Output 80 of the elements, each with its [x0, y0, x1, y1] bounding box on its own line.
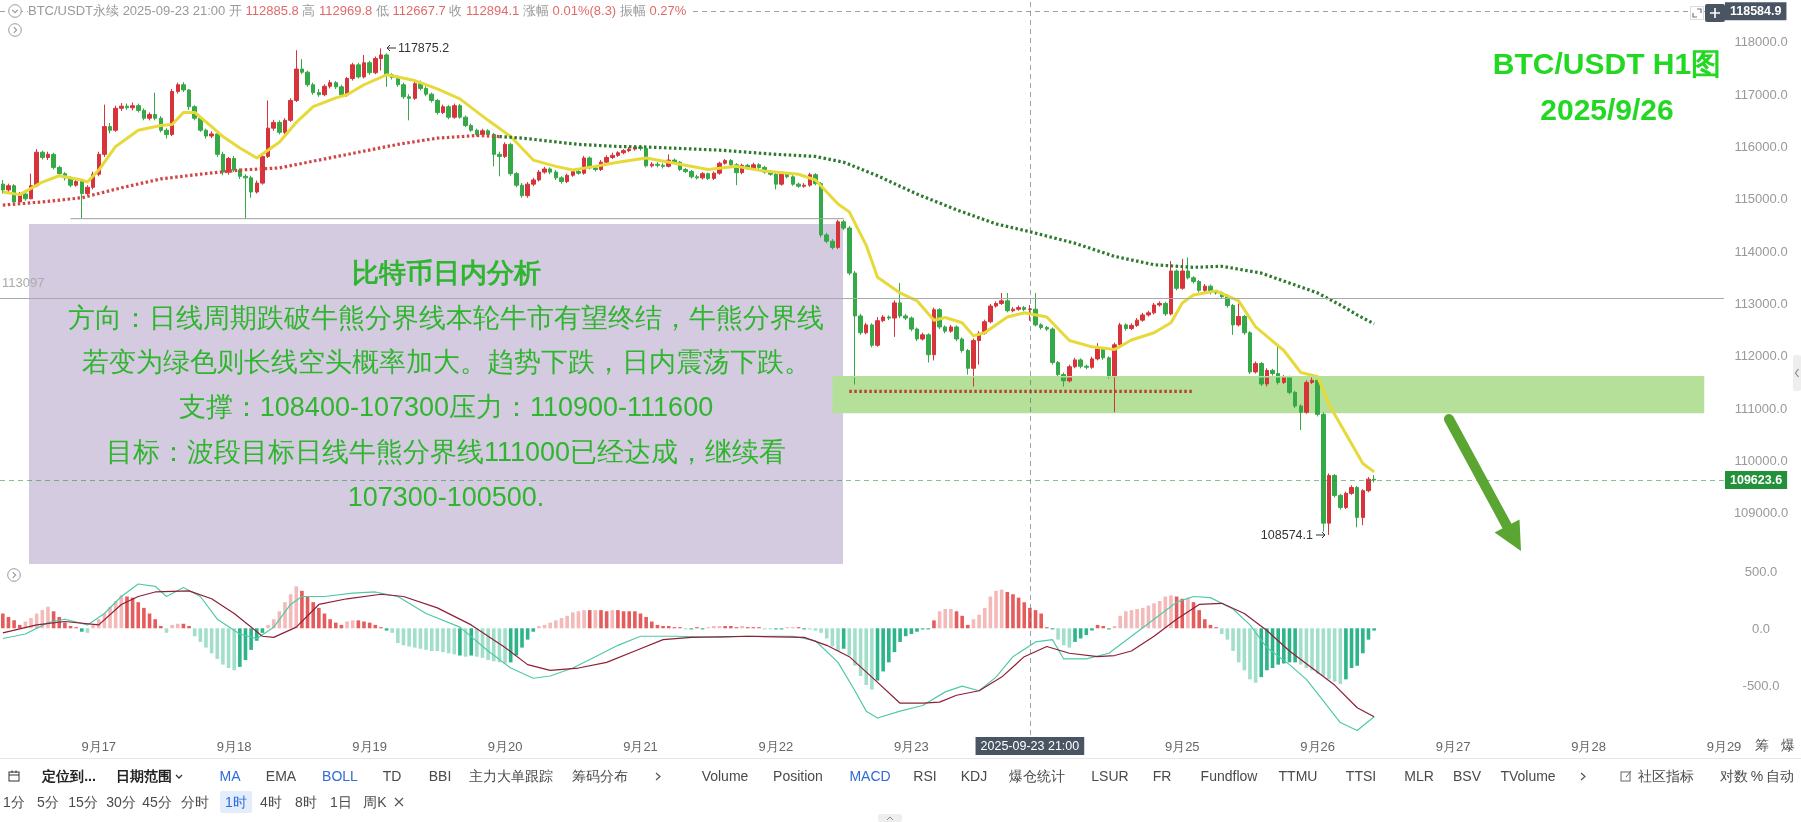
y-tick-label: 109000.0	[1733, 505, 1789, 521]
ref-line-label: 109623.6	[1730, 473, 1783, 488]
x-tick-label: 9月21	[623, 739, 658, 754]
text: LSUR	[1091, 767, 1129, 785]
ref-line-label: 113097	[2, 275, 45, 291]
x-tick-label: 9月27	[1435, 739, 1471, 754]
annotation: 比特币日内分析	[351, 258, 541, 288]
text: Volume	[701, 767, 749, 785]
text: 定位到...	[42, 767, 96, 785]
ref-line-label: 118584.9	[1730, 4, 1782, 19]
text: Position	[773, 767, 823, 785]
text: 1时	[220, 790, 252, 814]
text: 爆	[1781, 736, 1795, 754]
y-tick-label: 113000.0	[1734, 295, 1788, 311]
text: 社区指标	[1638, 767, 1694, 785]
annotation: 108574.1	[1260, 527, 1313, 542]
annotation: 117875.2	[397, 41, 450, 56]
text: BTC/USDT永续 2025-09-23 21:00 开 112885.8 高 112969.8 低 112667.7 收 112894.1 涨幅 0.01%(8.3) 振幅 0.27%	[28, 3, 687, 18]
text: 周K	[363, 793, 387, 811]
y-tick-label: 112000.0	[1734, 348, 1788, 364]
text: 主力大单跟踪	[469, 767, 553, 785]
y-tick-label: 0.0	[1751, 620, 1771, 636]
y-tick-label: 110000.0	[1734, 452, 1788, 468]
text: BSV	[1452, 767, 1482, 785]
x-tick-label: 9月23	[894, 739, 929, 754]
text: 2025/9/26	[1540, 93, 1674, 126]
x-tick-label: 9月26	[1300, 739, 1336, 754]
text: 自动	[1766, 767, 1794, 785]
x-tick-label: 9月29	[1706, 739, 1742, 754]
text: 筹码分布	[572, 767, 628, 785]
text: BOLL	[322, 767, 358, 785]
text: 分时	[181, 793, 209, 811]
text: TD	[382, 767, 402, 785]
text: 5分	[37, 793, 59, 811]
text: TVolume	[1500, 767, 1556, 785]
x-tick-label: 9月18	[216, 739, 252, 754]
text: EMA	[265, 767, 297, 785]
text: FR	[1152, 767, 1172, 785]
y-tick-label: 111000.0	[1734, 400, 1788, 416]
y-tick-label: 500.0	[1744, 564, 1778, 580]
text: %	[1750, 767, 1764, 785]
text: 1日	[330, 793, 352, 811]
text: 1分	[3, 793, 25, 811]
x-tick-label: 9月20	[487, 739, 523, 754]
x-tick-label: 9月25	[1164, 739, 1200, 754]
text: 15分	[68, 793, 98, 811]
x-tick-label: 9月19	[352, 739, 387, 754]
text: MLR	[1404, 767, 1434, 785]
y-tick-label: 118000.0	[1734, 34, 1788, 50]
text: 45分	[142, 793, 172, 811]
annotation: 支撑：108400-107300压力：110900-111600	[178, 392, 714, 423]
text: 4时	[260, 793, 282, 811]
y-tick-label: 117000.0	[1734, 86, 1788, 102]
y-tick-label: 116000.0	[1734, 138, 1788, 154]
text: BTC/USDT H1图	[1492, 47, 1722, 80]
text: Fundflow	[1200, 767, 1258, 785]
text: BBI	[428, 767, 452, 785]
y-tick-label: -500.0	[1742, 677, 1780, 693]
text: 30分	[106, 793, 136, 811]
text: TTMU	[1278, 767, 1318, 785]
text: RSI	[913, 767, 937, 785]
ref-line-label: 2025-09-23 21:00	[980, 739, 1080, 753]
text: 8时	[295, 793, 317, 811]
text: 爆仓统计	[1009, 767, 1065, 785]
text: 对数	[1720, 767, 1748, 785]
text: MACD	[849, 767, 891, 785]
x-tick-label: 9月22	[758, 739, 794, 754]
annotation: 目标：波段目标日线牛熊分界线111000已经达成，继续看	[105, 436, 787, 467]
text: MA	[219, 767, 241, 785]
y-tick-label: 114000.0	[1734, 243, 1788, 259]
text: 日期范围	[116, 767, 172, 785]
annotation: 107300-100500.	[347, 481, 545, 512]
annotation: 若变为绿色则长线空头概率加大。趋势下跌，日内震荡下跌。	[81, 347, 811, 378]
x-tick-label: 9月17	[81, 739, 117, 754]
text: 筹	[1755, 736, 1769, 754]
annotation: 方向：日线周期跌破牛熊分界线本轮牛市有望终结，牛熊分界线	[68, 302, 824, 333]
text: KDJ	[960, 767, 988, 785]
y-tick-label: 115000.0	[1734, 191, 1788, 207]
text: TTSI	[1345, 767, 1377, 785]
x-tick-label: 9月28	[1571, 739, 1606, 754]
